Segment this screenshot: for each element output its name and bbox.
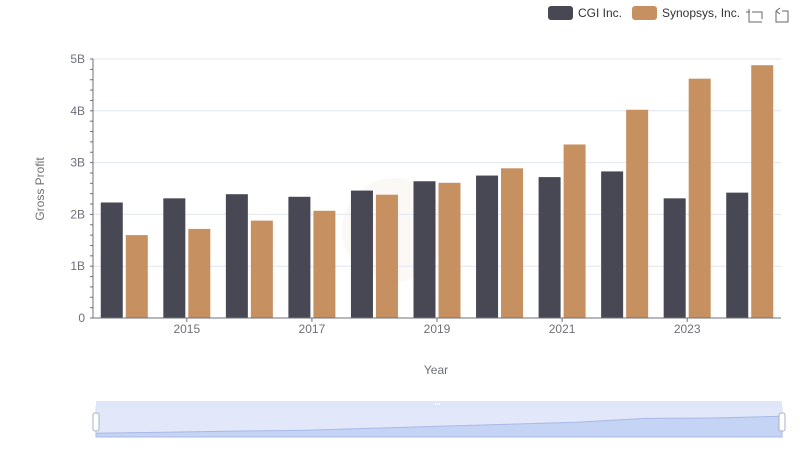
datazoom-grip-icon [435,403,440,405]
bar-synopsys[interactable] [250,220,273,318]
bar-synopsys[interactable] [125,235,148,318]
datazoom-handle-right[interactable] [778,412,786,432]
y-tick-label: 4B [70,104,85,118]
x-axis-title: Year [424,363,448,377]
legend: CGI Inc. Synopsys, Inc. [548,6,740,20]
y-tick-label: 3B [70,156,85,170]
bar-cgi[interactable] [413,181,436,318]
bar-cgi[interactable] [225,194,248,318]
x-tick-label: 2015 [173,322,200,336]
zoom-icon[interactable] [746,9,763,23]
y-axis-title: Gross Profit [33,157,47,221]
bar-cgi[interactable] [538,177,561,318]
x-tick-label: 2021 [549,322,576,336]
bar-synopsys[interactable] [375,194,398,318]
bar-cgi[interactable] [350,190,373,318]
legend-item-cgi[interactable]: CGI Inc. [548,6,622,20]
bar-cgi[interactable] [726,192,749,318]
y-tick-label: 1B [70,259,85,273]
datazoom-preview-area [95,415,783,438]
bar-synopsys[interactable] [626,109,649,318]
datazoom-handle-left[interactable] [92,412,100,432]
bar-synopsys[interactable] [438,182,461,318]
bar-synopsys[interactable] [751,65,774,318]
y-tick-label: 5B [70,52,85,66]
bar-cgi[interactable] [663,198,686,318]
y-tick-label: 2B [70,207,85,221]
bar-cgi[interactable] [476,175,499,318]
bar-synopsys[interactable] [688,78,711,319]
bar-synopsys[interactable] [501,168,524,318]
y-tick-label: 0 [78,311,85,325]
bar-synopsys[interactable] [188,228,211,318]
legend-label-synopsys: Synopsys, Inc. [662,6,740,20]
x-tick-label: 2017 [299,322,326,336]
legend-label-cgi: CGI Inc. [578,6,622,20]
legend-item-synopsys[interactable]: Synopsys, Inc. [632,6,740,20]
bar-cgi[interactable] [288,196,311,318]
datazoom-slider[interactable] [92,401,786,438]
bar-cgi[interactable] [601,171,624,318]
restore-icon[interactable] [775,7,789,23]
x-tick-label: 2019 [424,322,451,336]
axes: 0 1B 2B 3B 4B 5B 2015 2017 2019 2021 2023 [70,52,781,336]
bar-cgi[interactable] [163,198,186,318]
x-tick-label: 2023 [674,322,701,336]
bar-cgi[interactable] [100,202,123,318]
bars [100,65,774,319]
legend-swatch-cgi [548,6,573,20]
bar-synopsys[interactable] [313,210,336,318]
legend-swatch-synopsys [632,6,657,20]
bar-synopsys[interactable] [563,144,586,318]
